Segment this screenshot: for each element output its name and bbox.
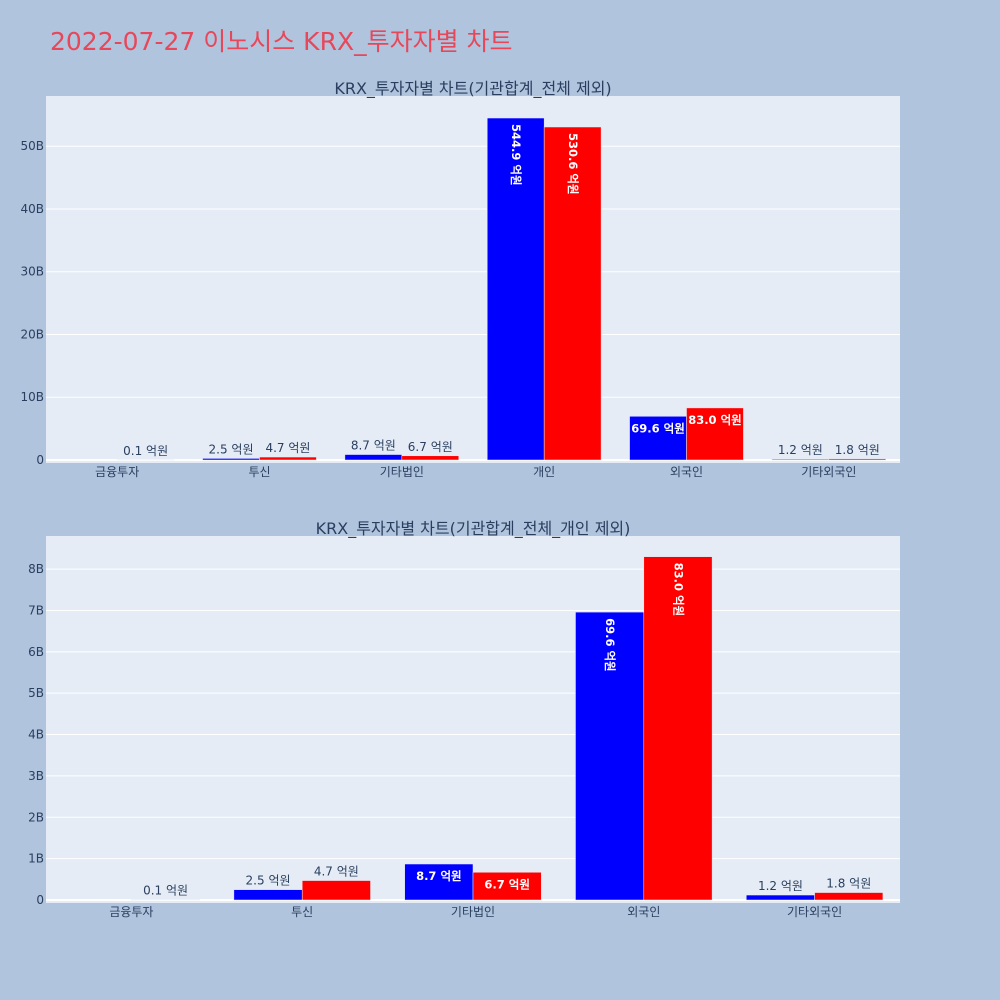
y-tick-label: 5B [28, 686, 44, 700]
bar [828, 458, 887, 461]
data-label: 69.6 억원 [603, 618, 617, 672]
x-tick-label: 기타외국인 [801, 465, 856, 479]
y-tick-label: 0 [36, 893, 44, 907]
x-tick-label: 투신 [291, 905, 313, 919]
y-tick-label: 2B [28, 810, 44, 824]
y-tick-label: 8B [28, 562, 44, 576]
y-tick-label: 3B [28, 769, 44, 783]
data-label: 2.5 억원 [209, 442, 254, 456]
y-tick-label: 10B [20, 390, 44, 404]
y-tick-label: 30B [20, 265, 44, 279]
x-tick-label: 외국인 [627, 905, 660, 919]
data-label: 1.2 억원 [758, 879, 803, 893]
bar [401, 455, 460, 461]
data-label: 6.7 억원 [484, 877, 530, 891]
chart-top: KRX_투자자별 차트(기관합계_전체 제외) 0 10B 20B 30B 40B 50B 금… [20, 79, 900, 479]
data-label: 8.7 억원 [351, 439, 396, 453]
bar [202, 458, 260, 461]
y-tick-label: 40B [20, 202, 44, 216]
x-tick-label: 기타외국인 [787, 905, 842, 919]
plot-area [46, 536, 900, 903]
chart-bottom: KRX_투자자별 차트(기관합계_전체_개인 제외) 0 1B 2B 3B 4B 5B 6B 7… [28, 519, 900, 919]
x-tick-label: 투신 [248, 465, 270, 479]
bar [472, 872, 542, 901]
bar [259, 456, 317, 461]
data-label: 83.0 억원 [688, 413, 742, 427]
bar [746, 894, 815, 901]
x-tick-label: 외국인 [670, 465, 703, 479]
data-label: 1.2 억원 [778, 443, 823, 457]
y-tick-label: 0 [36, 453, 44, 467]
y-tick-label: 20B [20, 327, 44, 341]
x-tick-label: 기타법인 [380, 465, 424, 479]
chart-title: KRX_투자자별 차트(기관합계_전체_개인 제외) [316, 519, 631, 539]
y-tick-label: 7B [28, 603, 44, 617]
y-tick-label: 4B [28, 728, 44, 742]
plot-area [46, 96, 900, 463]
x-tick-label: 금융투자 [95, 465, 139, 479]
bar [233, 889, 303, 901]
bar [575, 611, 645, 901]
page-title: 2022-07-27 이노시스 KRX_투자자별 차트 [50, 27, 513, 56]
data-label: 6.7 억원 [408, 440, 453, 454]
data-label: 1.8 억원 [835, 443, 880, 457]
data-label: 530.6 억원 [566, 133, 580, 195]
x-tick-label: 개인 [533, 465, 555, 479]
data-label: 69.6 억원 [631, 421, 685, 435]
bar [301, 880, 371, 901]
chart-title: KRX_투자자별 차트(기관합계_전체 제외) [334, 79, 611, 99]
data-label: 0.1 억원 [123, 444, 168, 458]
bar [543, 126, 602, 461]
data-label: 2.5 억원 [246, 874, 291, 888]
x-tick-label: 기타법인 [451, 905, 495, 919]
y-tick-label: 1B [28, 852, 44, 866]
data-label: 4.7 억원 [265, 441, 310, 455]
bar [771, 458, 830, 461]
data-label: 8.7 억원 [416, 869, 462, 883]
x-tick-label: 금융투자 [109, 905, 153, 919]
y-tick-label: 6B [28, 645, 44, 659]
bar [814, 892, 884, 901]
data-label: 544.9 억원 [509, 124, 523, 186]
y-tick-label: 50B [20, 139, 44, 153]
bar [686, 407, 744, 461]
bar [643, 556, 713, 901]
bar [629, 416, 687, 461]
data-label: 1.8 억원 [826, 877, 871, 891]
bar [344, 454, 403, 461]
data-label: 83.0 억원 [671, 563, 685, 617]
data-label: 0.1 억원 [143, 884, 188, 898]
data-label: 4.7 억원 [314, 865, 359, 879]
